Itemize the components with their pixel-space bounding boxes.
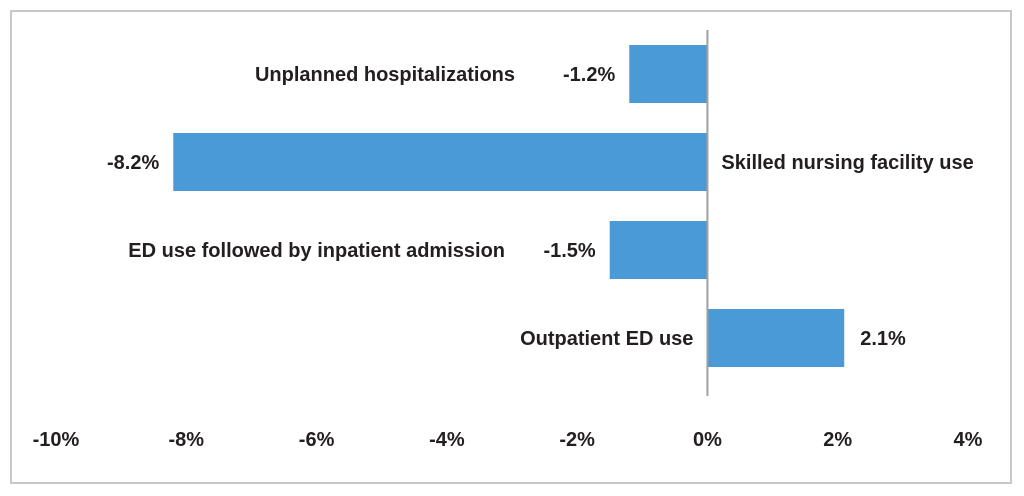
category-label-0: Unplanned hospitalizations: [255, 64, 515, 86]
bar-2: [610, 221, 708, 279]
category-label-3: Outpatient ED use: [520, 328, 693, 350]
bar-3: [707, 309, 844, 367]
x-tick-label-4: -2%: [559, 429, 595, 451]
bar-0: [629, 45, 707, 103]
bar-chart: -1.2% -8.2% -1.5% 2.1% Unplanned hospitaliza…: [0, 0, 1024, 496]
category-label-1: Skilled nursing facility use: [721, 152, 973, 174]
x-tick-label-6: 2%: [823, 429, 852, 451]
value-label-3: 2.1%: [860, 328, 906, 350]
x-tick-label-3: -4%: [429, 429, 465, 451]
x-tick-label-5: 0%: [693, 429, 722, 451]
bar-1: [173, 133, 707, 191]
x-tick-label-0: -10%: [33, 429, 80, 451]
value-label-2: -1.5%: [543, 240, 595, 262]
x-tick-label-1: -8%: [168, 429, 204, 451]
x-tick-label-2: -6%: [299, 429, 335, 451]
value-label-1: -8.2%: [107, 152, 159, 174]
x-tick-label-7: 4%: [954, 429, 983, 451]
value-label-0: -1.2%: [563, 64, 615, 86]
category-label-2: ED use followed by inpatient admission: [128, 240, 505, 262]
